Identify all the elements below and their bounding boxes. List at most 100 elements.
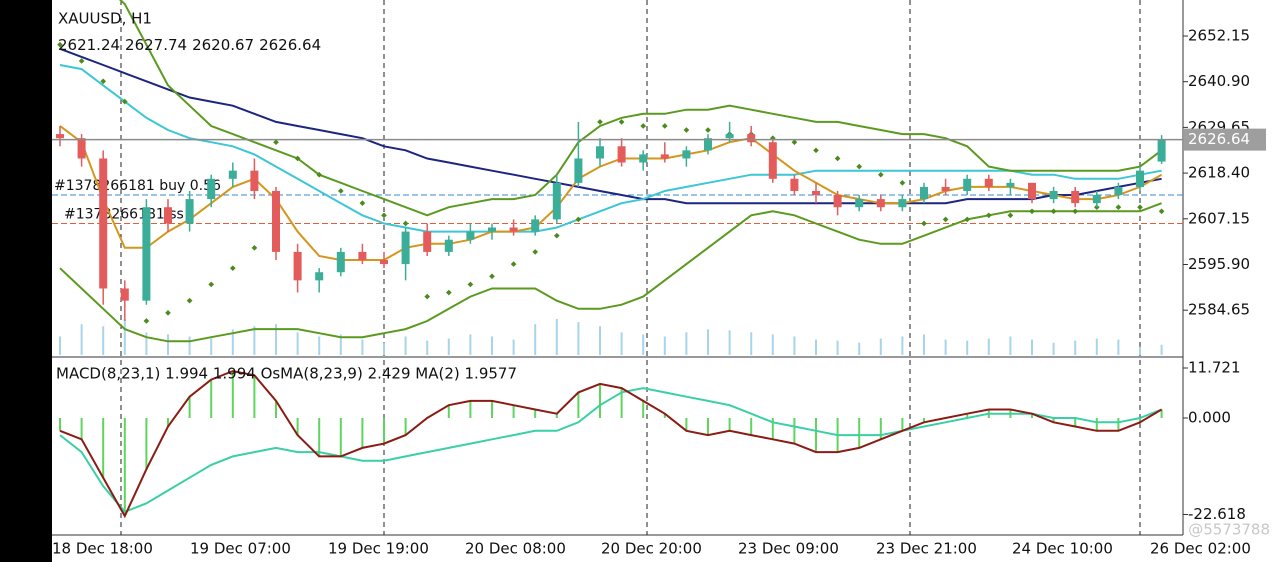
volume-bar — [210, 338, 213, 355]
histogram-bar — [771, 417, 774, 440]
candle-body — [120, 288, 129, 301]
volume-bar — [275, 324, 277, 355]
signal-line — [59, 387, 1162, 513]
candle-body — [228, 170, 237, 179]
volume-bar — [944, 339, 947, 355]
indicator-line — [59, 125, 1163, 261]
candle-body — [1028, 182, 1036, 200]
volume-bar — [642, 334, 645, 355]
sar-dot — [877, 171, 884, 178]
sar-dot — [294, 155, 301, 162]
volume-bar — [1160, 344, 1163, 355]
x-tick-label: 23 Dec 09:00 — [738, 540, 839, 558]
sar-dot — [618, 119, 625, 125]
histogram-bar — [815, 417, 817, 453]
sar-dot — [251, 245, 258, 251]
sar-dot — [856, 163, 863, 170]
candle-body — [984, 178, 993, 187]
sar-dot — [424, 293, 431, 300]
histogram-bar — [793, 417, 796, 444]
sar-dot — [1137, 204, 1143, 211]
price-label-box — [1184, 128, 1266, 151]
candle-body — [272, 190, 280, 252]
candle-body — [99, 158, 108, 289]
candle-body — [790, 178, 799, 191]
volume-bar — [901, 336, 904, 355]
candle-body — [185, 199, 194, 224]
sar-dot — [942, 216, 949, 223]
histogram-bar — [858, 417, 861, 448]
volume-bar — [231, 329, 234, 355]
open: 2621.24 — [58, 36, 120, 54]
sar-dot — [78, 58, 85, 64]
candle-body — [639, 154, 648, 163]
x-tick-label: 23 Dec 21:00 — [876, 540, 977, 558]
histogram-bar — [253, 375, 256, 418]
histogram-bar — [512, 405, 515, 418]
x-tick-label: 24 Dec 10:00 — [1012, 540, 1113, 558]
histogram-bar — [404, 417, 407, 436]
candle-body — [898, 199, 907, 208]
candle-body — [1006, 182, 1015, 187]
histogram-bar — [123, 417, 126, 517]
y-tick-label: 2618.40 — [1188, 164, 1250, 182]
volume-bar — [102, 326, 105, 355]
y-tick-label: 11.721 — [1188, 359, 1241, 377]
sar-dot — [683, 127, 690, 133]
histogram-bar — [231, 371, 234, 418]
candle-body — [531, 219, 540, 232]
sar-dot — [402, 220, 409, 227]
candle-body — [56, 134, 64, 139]
candle-body — [315, 272, 324, 281]
volume-bar — [59, 336, 61, 355]
candle-body — [164, 207, 172, 224]
histogram-bar — [339, 417, 342, 457]
histogram-bar — [210, 379, 213, 418]
sar-dot — [575, 216, 582, 223]
histogram-bar — [1074, 417, 1077, 427]
sar-dot — [381, 212, 387, 219]
x-tick-label: 20 Dec 08:00 — [465, 540, 566, 558]
volume-bar — [966, 340, 969, 355]
candle-body — [250, 170, 259, 191]
sar-dot — [359, 200, 366, 206]
volume-bar — [123, 319, 126, 355]
candle-body — [509, 227, 518, 232]
chart-title: XAUUSD, H1 — [58, 10, 152, 28]
candle-body — [401, 231, 410, 265]
sar-dot — [273, 139, 279, 146]
sar-dot — [186, 297, 193, 304]
candle-body — [444, 239, 453, 252]
indicator-line — [118, 0, 1163, 217]
plot-layer: 2652.152640.902629.652618.402607.152595.… — [52, 0, 1266, 558]
sar-dot — [316, 171, 323, 178]
candle-body — [488, 227, 496, 232]
sar-dot — [985, 212, 992, 219]
volume-bar — [318, 336, 321, 355]
sar-dot — [165, 310, 171, 316]
volume-bar — [836, 340, 839, 355]
histogram-bar — [663, 413, 666, 418]
volume-bar — [167, 334, 169, 355]
macd-line — [59, 370, 1163, 519]
histogram-bar — [620, 388, 623, 418]
histogram-bar — [750, 417, 753, 436]
sar-dot — [337, 188, 344, 194]
y-tick-label: -22.618 — [1188, 505, 1246, 523]
candle-body — [142, 207, 151, 301]
sar-dot — [121, 98, 128, 105]
ohlc-readout: 2621.24 2627.74 2620.67 2626.64 — [58, 36, 321, 54]
volume-bar — [1052, 342, 1055, 355]
candle-body — [552, 182, 561, 220]
candle-body — [920, 186, 928, 200]
volume-bar — [728, 330, 731, 355]
sar-dot — [1029, 208, 1035, 215]
volume-bar — [491, 336, 493, 355]
volume-bar — [1117, 339, 1120, 355]
candle-body — [207, 178, 216, 200]
histogram-bar — [167, 417, 169, 427]
candle-body — [725, 134, 734, 139]
y-tick-label: 2640.90 — [1188, 72, 1250, 90]
volume-bar — [707, 329, 709, 355]
sar-dot — [705, 127, 711, 133]
